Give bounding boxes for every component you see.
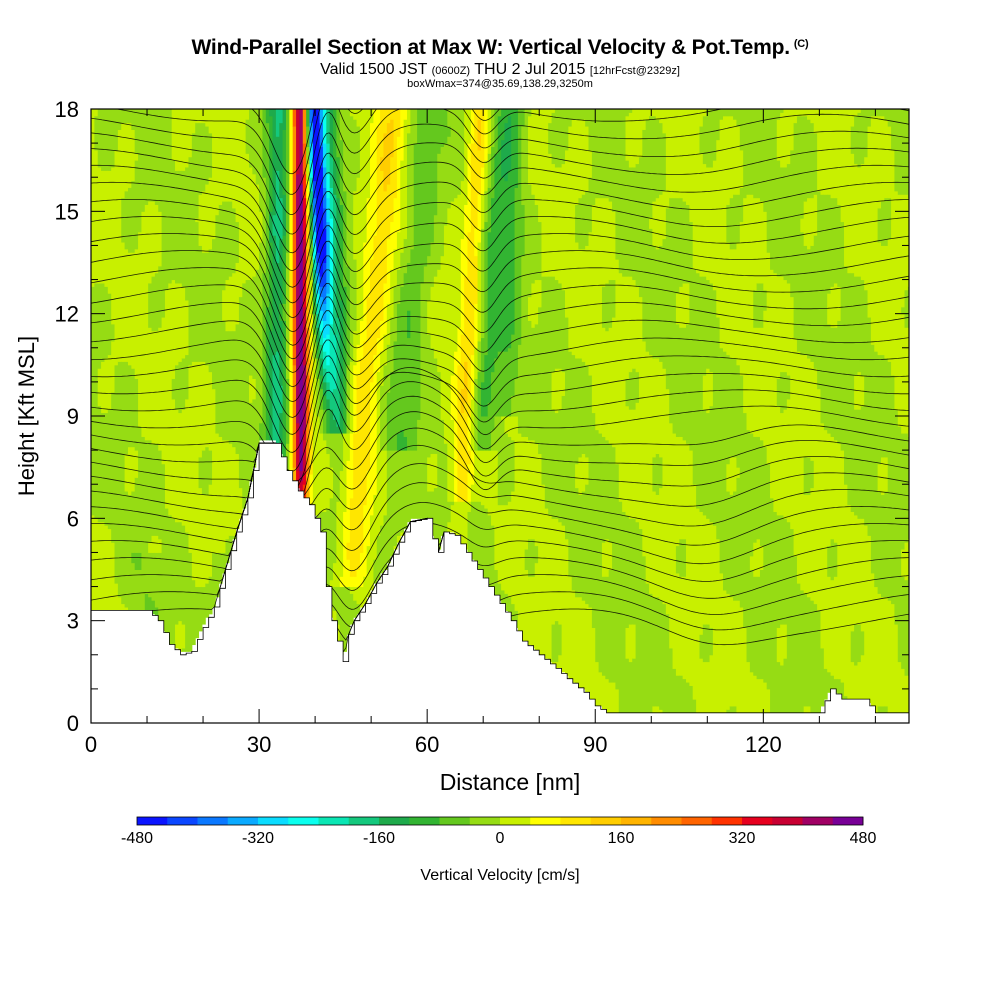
y-axis-label: Height [Kft MSL] [14, 336, 39, 496]
colorbar-swatch [318, 817, 350, 825]
x-tick-label: 30 [247, 732, 271, 757]
colorbar-swatch [651, 817, 682, 825]
colorbar-label: Vertical Velocity [cm/s] [420, 867, 579, 884]
colorbar-swatch [197, 817, 229, 825]
colorbar-swatch [288, 817, 319, 825]
colorbar-swatch [348, 817, 380, 825]
y-tick-label: 15 [55, 199, 79, 224]
colorbar-swatch [409, 817, 440, 825]
y-axis: 0 3 6 9 12 15 18 [55, 97, 909, 736]
y-tick-label: 12 [55, 302, 79, 327]
valid-date: THU 2 Jul 2015 [474, 61, 586, 78]
colorbar-tick-label: -480 [121, 830, 153, 847]
colorbar-tick-label: 480 [850, 830, 877, 847]
x-tick-label: 0 [85, 732, 97, 757]
colorbar-swatch [590, 817, 622, 825]
terrain-profile [91, 442, 909, 723]
colorbar-swatch [802, 817, 834, 825]
y-tick-label: 0 [67, 711, 79, 736]
colorbar-swatch [621, 817, 652, 825]
colorbar-swatch [742, 817, 773, 825]
colorbar-swatch [379, 817, 410, 825]
y-tick-label: 18 [55, 97, 79, 122]
x-axis-label: Distance [nm] [440, 769, 581, 795]
potential-temperature-contours [91, 109, 909, 653]
colorbar-tick-label: -160 [363, 830, 395, 847]
colorbar-swatch [469, 817, 501, 825]
copyright-mark: (C) [793, 38, 809, 50]
colorbar-swatch [167, 817, 198, 825]
y-tick-label: 3 [67, 609, 79, 634]
colorbar-tick-label: 0 [496, 830, 505, 847]
vertical-velocity-field [91, 109, 909, 714]
y-tick-label: 6 [67, 506, 79, 531]
colorbar-swatch [500, 817, 531, 825]
chart-title-text: Wind-Parallel Section at Max W: Vertical… [191, 36, 791, 59]
colorbar-swatch [258, 817, 289, 825]
valid-prefix: Valid 1500 JST [320, 61, 428, 78]
valid-utc: (0600Z) [431, 65, 471, 77]
colorbar-swatch [681, 817, 713, 825]
colorbar-swatch [772, 817, 803, 825]
colorbar-swatch [439, 817, 471, 825]
x-axis: 0 30 60 90 120 [85, 109, 876, 757]
box-wmax-line: boxWmax=374@35.69,138.29,3250m [407, 78, 593, 90]
colorbar-swatch [832, 817, 864, 825]
valid-time-line: Valid 1500 JST (0600Z) THU 2 Jul 2015 [1… [0, 61, 1000, 79]
colorbar-swatch [227, 817, 259, 825]
x-tick-label: 90 [583, 732, 607, 757]
colorbar-swatch [560, 817, 592, 825]
colorbar-swatch [711, 817, 743, 825]
colorbar-swatch [530, 817, 561, 825]
colorbar: -480 -320 -160 0 160 320 480 [121, 816, 877, 847]
colorbar-tick-label: 320 [729, 830, 756, 847]
colorbar-swatch [137, 817, 168, 825]
colorbar-tick-label: -320 [242, 830, 274, 847]
y-tick-label: 9 [67, 404, 79, 429]
chart-title: Wind-Parallel Section at Max W: Vertical… [0, 36, 1000, 60]
x-tick-label: 120 [745, 732, 782, 757]
x-tick-label: 60 [415, 732, 439, 757]
forecast-tag: [12hrFcst@2329z] [589, 65, 680, 77]
colorbar-tick-label: 160 [608, 830, 635, 847]
